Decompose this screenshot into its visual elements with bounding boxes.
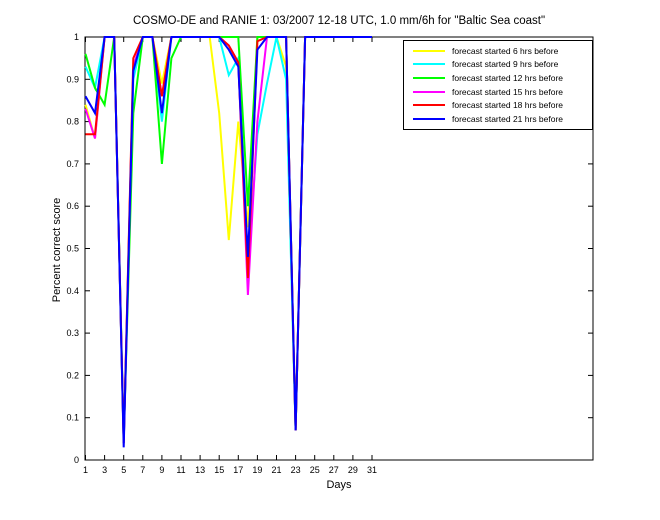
legend-line-sample [413, 49, 445, 52]
legend-item: forecast started 6 hrs before [404, 45, 592, 57]
legend-line-sample [413, 90, 445, 93]
y-tick-label: 0.3 [66, 328, 79, 338]
series-line [84, 36, 372, 448]
x-tick-label: 23 [291, 465, 301, 475]
x-tick-label: 25 [310, 465, 320, 475]
y-tick-label: 0.7 [66, 159, 79, 169]
legend-item-label: forecast started 21 hrs before [452, 114, 564, 125]
y-tick-label: 0 [74, 455, 79, 465]
x-tick-label: 17 [233, 465, 243, 475]
x-tick-label: 7 [140, 465, 145, 475]
x-axis-label: Days [326, 479, 352, 491]
legend-item-label: forecast started 9 hrs before [452, 59, 559, 70]
legend-item: forecast started 18 hrs before [404, 99, 592, 111]
legend-line-sample [413, 118, 445, 121]
x-tick-label: 29 [348, 465, 358, 475]
legend-item: forecast started 12 hrs before [404, 72, 592, 84]
legend-item-label: forecast started 12 hrs before [452, 73, 564, 84]
legend-item: forecast started 9 hrs before [404, 58, 592, 70]
y-tick-label: 0.9 [66, 74, 79, 84]
x-tick-label: 21 [271, 465, 281, 475]
x-tick-label: 5 [121, 465, 126, 475]
x-tick-label: 3 [102, 465, 107, 475]
x-tick-label: 11 [176, 465, 185, 475]
x-tick-label: 31 [367, 465, 377, 475]
y-tick-label: 0.6 [66, 201, 79, 211]
y-tick-label: 1 [74, 32, 79, 42]
x-tick-label: 15 [214, 465, 224, 475]
y-tick-label: 0.5 [66, 244, 79, 254]
legend-line-sample [413, 63, 445, 66]
legend-item-label: forecast started 6 hrs before [452, 45, 559, 56]
legend-item: forecast started 21 hrs before [404, 113, 592, 125]
y-tick-label: 0.4 [66, 286, 79, 296]
x-tick-label: 19 [252, 465, 262, 475]
legend-item: forecast started 15 hrs before [404, 86, 592, 98]
chart-title: COSMO-DE and RANIE 1: 03/2007 12-18 UTC,… [132, 15, 546, 27]
x-tick-label: 9 [159, 465, 164, 475]
y-tick-label: 0.1 [66, 413, 79, 423]
x-tick-label: 27 [329, 465, 339, 475]
x-tick-label: 1 [83, 465, 88, 475]
y-axis-label: Percent correct score [51, 197, 63, 303]
x-tick-label: 13 [195, 465, 205, 475]
legend-item-label: forecast started 18 hrs before [452, 100, 564, 111]
y-tick-label: 0.8 [66, 117, 79, 127]
legend: forecast started 6 hrs before forecast st… [403, 40, 593, 130]
y-tick-label: 0.2 [66, 370, 79, 380]
legend-item-label: forecast started 15 hrs before [452, 86, 564, 97]
legend-line-sample [413, 77, 445, 80]
legend-line-sample [413, 104, 445, 107]
